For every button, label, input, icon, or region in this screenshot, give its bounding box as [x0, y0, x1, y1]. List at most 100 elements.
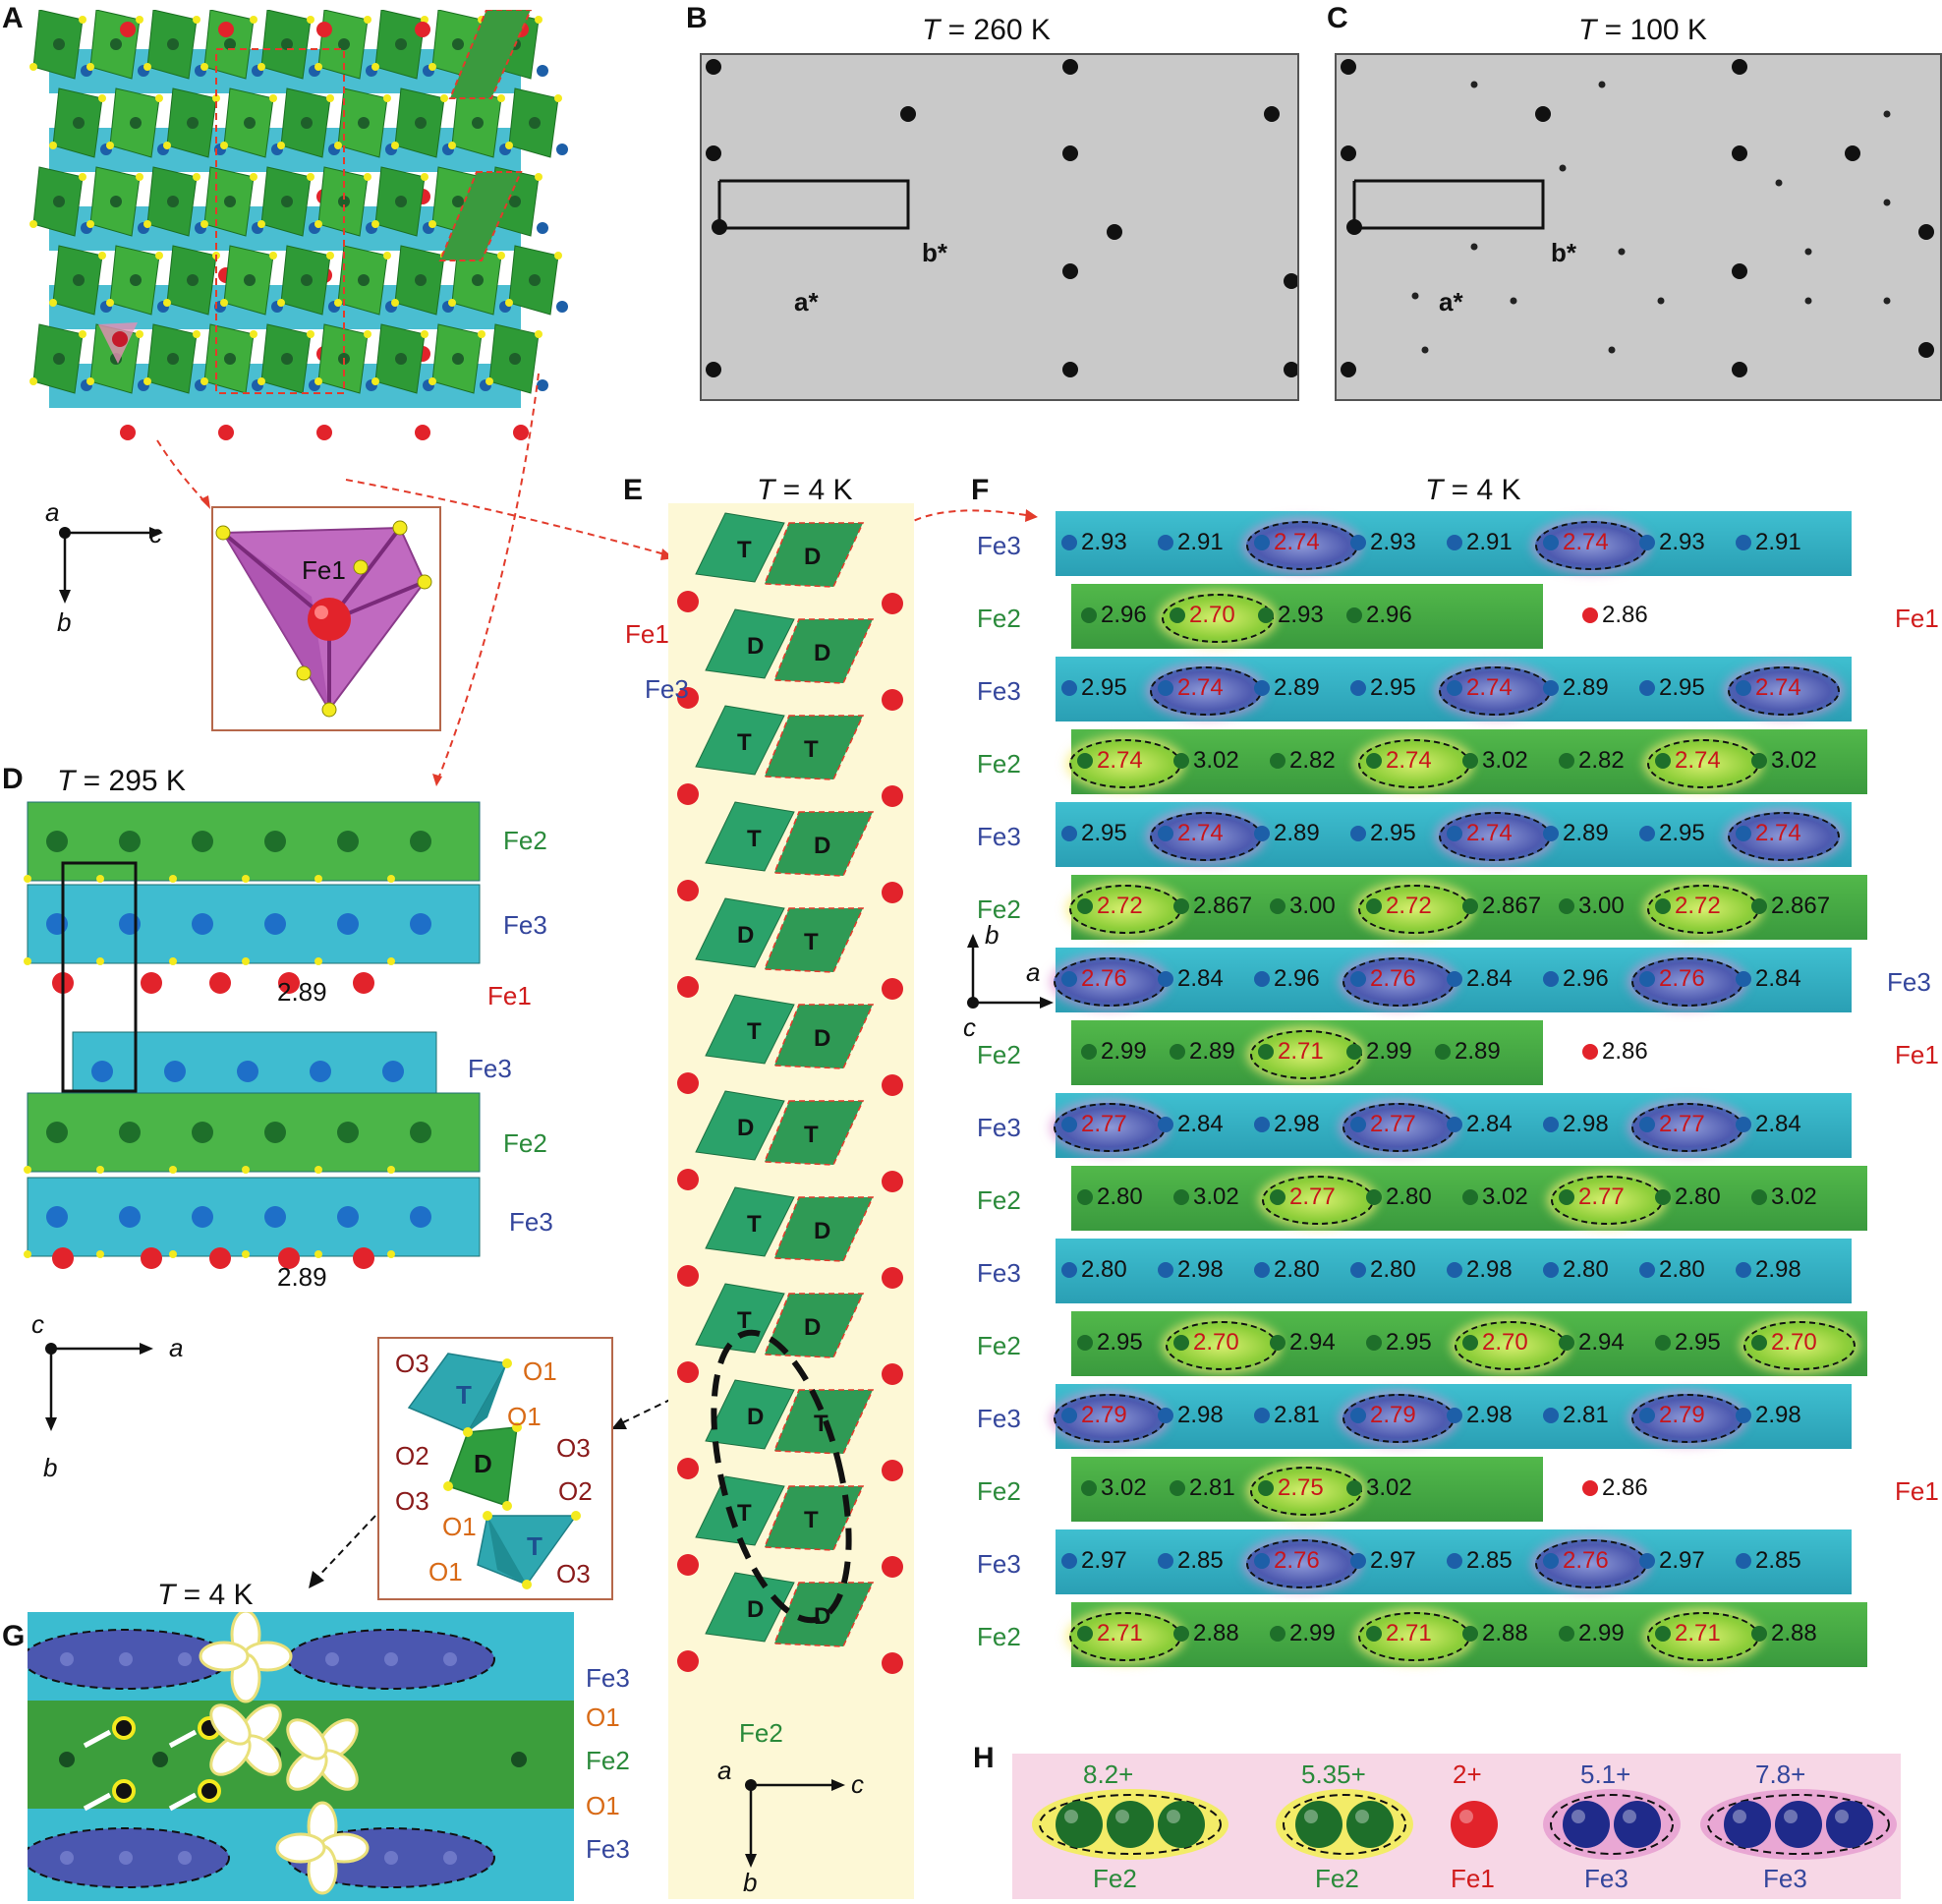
panel-g-o1-bottom: O1	[586, 1791, 620, 1820]
panel-e-fe1-atom	[882, 1171, 903, 1192]
chain-atom	[1736, 1553, 1751, 1569]
panel-e-tdt-highlight	[711, 1329, 852, 1624]
panel-h-oval	[1707, 1794, 1890, 1855]
fe-fe-distance: 2.80	[1274, 1256, 1320, 1283]
fe-fe-distance: 3.02	[1482, 747, 1528, 774]
panel-a-oxygen	[29, 377, 37, 385]
chain-atom	[1158, 971, 1173, 987]
panel-d-fe-atom	[410, 913, 431, 935]
panel-a-oxygen	[106, 142, 114, 149]
fe-fe-distance: 3.00	[1289, 893, 1336, 919]
panel-a-oxygen	[250, 16, 257, 24]
panel-a-fe2-atom	[358, 274, 370, 286]
fe-fe-distance: 2.74	[1177, 820, 1224, 846]
chain-atom	[1061, 680, 1077, 696]
fe-fe-distance: 2.75	[1278, 1474, 1324, 1501]
panel-d-fe-atom	[192, 1122, 213, 1143]
fe-fe-distance: 2.94	[1289, 1329, 1336, 1356]
panel-b-bstar: b*	[922, 238, 947, 267]
panel-d-fe3-bottom: Fe3	[509, 1207, 553, 1237]
panel-d-fe-atom	[337, 913, 359, 935]
superlattice-peak	[1470, 243, 1478, 251]
panel-a-oxygen	[505, 299, 513, 307]
panel-a-oxygen	[326, 252, 334, 260]
chain-atom	[1258, 1044, 1274, 1060]
chain-atom	[1462, 1626, 1478, 1642]
superlattice-peak	[1421, 346, 1429, 354]
panel-d-fe-atom	[91, 1061, 113, 1082]
chain-row-label: Fe3	[977, 1113, 1021, 1142]
fe-fe-distance: 2.89	[1455, 1038, 1501, 1065]
chain-atom	[1158, 680, 1173, 696]
panel-a-oxygen	[364, 173, 371, 181]
panel-a-fe3-atom	[556, 144, 568, 155]
panel-a-fe2-atom	[452, 353, 464, 365]
panel-a-oxygen	[155, 94, 163, 102]
fe1-tetrahedron	[215, 520, 432, 718]
panel-e-site-label: T	[737, 729, 752, 756]
fe-fe-distance: 2.74	[1466, 820, 1513, 846]
panel-a-fe2-atom	[244, 117, 256, 129]
panel-a-oxygen	[497, 94, 505, 102]
panel-h-atom-highlight	[1623, 1810, 1636, 1823]
panel-d-fe3-mid: Fe3	[468, 1054, 512, 1083]
fe-fe-distance: 2.80	[1563, 1256, 1609, 1283]
panel-e-site-label: T	[814, 1411, 828, 1437]
fe-fe-distance: 2.86	[1602, 1038, 1648, 1065]
panel-a-fe2-atom	[130, 274, 142, 286]
panel-g-fe3-atom	[443, 1652, 457, 1666]
panel-e-fe1-atom	[882, 1652, 903, 1674]
chain-atom	[1559, 1626, 1574, 1642]
panel-a-fe2-atom	[509, 196, 521, 207]
panel-d-fe-atom	[164, 1061, 186, 1082]
chain-atom	[1582, 607, 1598, 623]
inset-t-top: T	[456, 1380, 472, 1410]
fe-fe-distance: 2.76	[1274, 1547, 1320, 1574]
panel-h-atom	[1158, 1801, 1205, 1848]
panel-e-site-label: D	[814, 1603, 830, 1630]
panel-a-fe1-atom	[513, 425, 529, 440]
panel-d-label: D	[2, 763, 24, 795]
inset-t-bottom: T	[527, 1531, 543, 1561]
panel-a-oxygen	[136, 173, 143, 181]
panel-a-fe2-atom	[53, 38, 65, 50]
bragg-peak	[1284, 273, 1299, 289]
panel-h-atom-highlight	[1304, 1810, 1318, 1823]
chain-atom	[1447, 971, 1462, 987]
fe-fe-distance: 2.74	[1097, 747, 1143, 774]
panel-h-atom	[1346, 1801, 1394, 1848]
panel-d-fe-atom	[119, 1206, 141, 1228]
fe-fe-distance: 2.71	[1675, 1620, 1721, 1646]
panel-f-axis-b: b	[985, 920, 1000, 950]
panel-a-fe1-atom	[316, 425, 332, 440]
fe-fe-distance: 2.84	[1177, 965, 1224, 992]
panel-g-arrow	[83, 1729, 112, 1749]
chain-row-label: Fe2	[977, 1476, 1021, 1506]
panel-d-fe-atom	[264, 1122, 286, 1143]
panel-g-fe3-atom	[384, 1652, 398, 1666]
fe-fe-distance: 3.02	[1771, 747, 1817, 774]
panel-d-fe-atom	[410, 1122, 431, 1143]
panel-a-oxygen	[143, 220, 151, 228]
panel-e-site-label: T	[737, 1307, 752, 1334]
panel-a-oxygen	[314, 220, 322, 228]
panel-a-oxygen	[79, 16, 86, 24]
panel-a-fe3-atom	[537, 222, 548, 234]
bragg-peak	[1732, 263, 1747, 279]
fe3-dimer-oval	[1150, 812, 1262, 861]
panel-a-oxygen	[257, 377, 265, 385]
panel-d-fe-atom	[46, 1206, 68, 1228]
panel-d-oxygen	[24, 957, 31, 965]
panel-d-oxygen	[169, 875, 177, 883]
panel-e-fe3-label: Fe3	[645, 674, 689, 704]
fe-fe-distance: 2.98	[1177, 1402, 1224, 1428]
panel-a-oxygen	[314, 63, 322, 71]
bragg-peak	[706, 59, 721, 75]
panel-a-fe2-atom	[415, 117, 427, 129]
fe-fe-distance: 2.96	[1366, 602, 1412, 628]
panel-h-oval	[1550, 1794, 1674, 1855]
chain-atom	[1077, 898, 1093, 914]
chain-atom	[1462, 753, 1478, 769]
chain-atom	[1639, 680, 1655, 696]
chain-atom	[1061, 971, 1077, 987]
